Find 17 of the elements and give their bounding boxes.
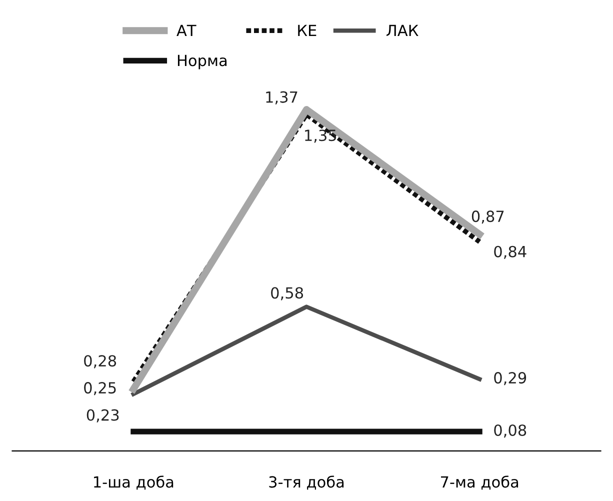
legend-label: КЕ — [298, 24, 316, 36]
legend-label: АТ — [176, 24, 196, 36]
data-label: 1,37 — [266, 91, 298, 104]
x-tick-label: 1-ша доба — [94, 476, 174, 490]
legend-label: ЛАК — [386, 24, 418, 36]
x-tick-label: 3-тя доба — [269, 476, 344, 490]
legend-label: Норма — [178, 54, 226, 70]
data-label: 0,28 — [84, 355, 116, 368]
x-tick-label: 7-ма доба — [441, 476, 518, 490]
data-label: 0,58 — [271, 287, 304, 300]
data-label: 0,23 — [86, 409, 119, 422]
data-label: 0,08 — [494, 424, 526, 438]
data-label: 1,35 — [305, 130, 336, 143]
data-label: 0,84 — [494, 246, 526, 259]
data-label: 0,87 — [472, 210, 504, 224]
data-label: 0,25 — [84, 382, 116, 396]
data-label: 0,29 — [494, 372, 526, 386]
